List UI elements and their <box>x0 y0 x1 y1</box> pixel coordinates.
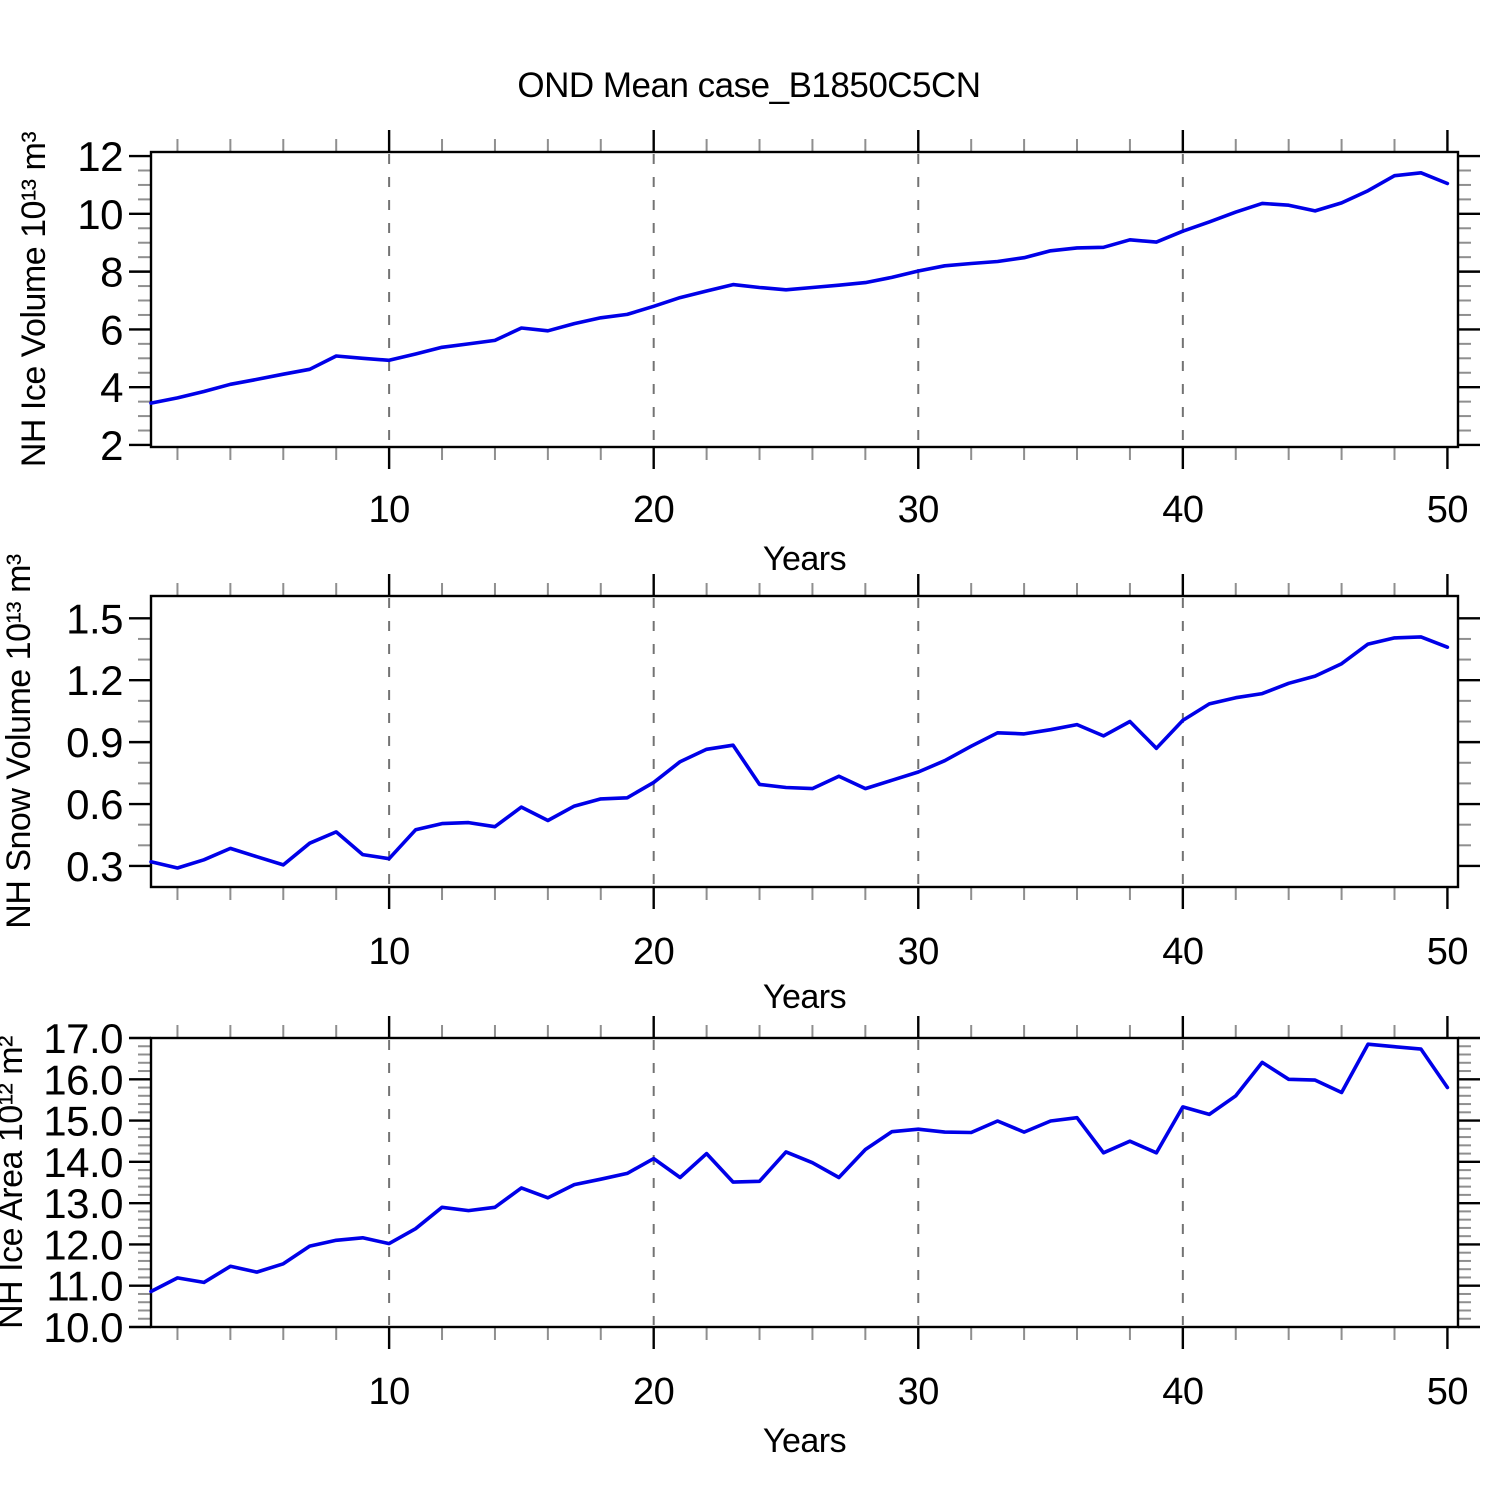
y-tick-label: 2 <box>100 422 123 469</box>
y-tick-label: 17.0 <box>43 1015 123 1062</box>
nh-snow-volume-line <box>149 635 1450 870</box>
nh-ice-area-line <box>149 1042 1450 1294</box>
x-tick-label: 20 <box>633 489 674 531</box>
x-tick-label: 40 <box>1162 1371 1203 1413</box>
y-tick-label: 8 <box>100 249 123 296</box>
chart-title: OND Mean case_B1850C5CN <box>517 66 980 105</box>
y-tick-label: 11.0 <box>46 1263 123 1310</box>
y-axis-label: NH Snow Volume 10¹³ m³ <box>0 554 38 929</box>
x-tick-label: 30 <box>898 489 939 531</box>
x-axis-label: Years <box>763 540 846 578</box>
x-tick-label: 50 <box>1427 931 1468 973</box>
y-tick-label: 0.6 <box>66 781 123 828</box>
y-axis-label: NH Ice Area 10¹² m² <box>0 1036 30 1329</box>
x-tick-label: 20 <box>633 1371 674 1413</box>
x-axis-label: Years <box>763 1422 846 1460</box>
x-tick-label: 30 <box>898 931 939 973</box>
y-tick-label: 10 <box>77 191 123 238</box>
y-tick-label: 14.0 <box>43 1139 123 1186</box>
panel-nh-snow-volume: 10 20 30 40 50 0.3 0.6 0.9 1.2 1.5 NH Snow Volume … <box>0 554 1480 1016</box>
y-tick-label: 1.2 <box>66 657 123 704</box>
nh-ice-volume-line <box>149 171 1450 405</box>
y-tick-label: 12.0 <box>43 1221 123 1268</box>
x-tick-label: 40 <box>1162 931 1203 973</box>
y-axis-label: NH Ice Volume 10¹³ m³ <box>15 132 53 467</box>
y-tick-label: 15.0 <box>43 1098 123 1145</box>
x-tick-label: 10 <box>368 489 409 531</box>
x-tick-label: 50 <box>1427 489 1468 531</box>
y-tick-label: 0.9 <box>66 719 123 766</box>
plot-box <box>149 150 1460 449</box>
panel-nh-ice-volume: 10 20 30 40 50 2 4 6 8 10 12 NH Ice Volume 10¹³ m³ Y… <box>15 130 1480 578</box>
y-tick-label: 12 <box>77 133 123 180</box>
panel-nh-ice-area: 10 20 30 40 50 10.011.012.013.014.015.016.017… <box>0 1015 1480 1460</box>
x-tick-label: 50 <box>1427 1371 1468 1413</box>
y-tick-label: 6 <box>100 306 123 353</box>
y-tick-label: 13.0 <box>43 1180 123 1227</box>
x-tick-label: 10 <box>368 931 409 973</box>
x-tick-label: 40 <box>1162 489 1203 531</box>
x-tick-label: 30 <box>898 1371 939 1413</box>
x-tick-label: 10 <box>368 1371 409 1413</box>
x-tick-label: 20 <box>633 931 674 973</box>
y-tick-label: 4 <box>100 364 123 411</box>
y-tick-label: 16.0 <box>43 1056 123 1103</box>
y-tick-label: 0.3 <box>66 843 123 890</box>
y-tick-label: 1.5 <box>66 595 123 642</box>
plot-box <box>149 1036 1460 1329</box>
plot-box <box>149 594 1460 889</box>
x-axis-label: Years <box>763 978 846 1016</box>
y-tick-label: 10.0 <box>43 1304 123 1351</box>
